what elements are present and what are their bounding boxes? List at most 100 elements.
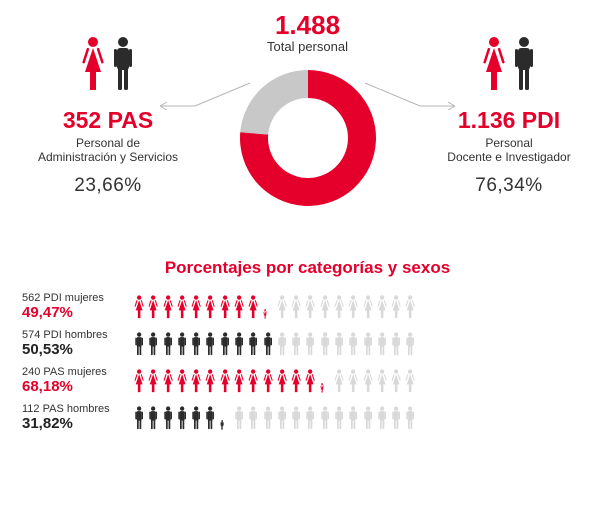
female-icon: [263, 295, 275, 319]
pictogram-row: 574 PDI hombres 50,53%: [22, 329, 593, 358]
male-icon: [114, 37, 132, 90]
female-icon: [234, 369, 246, 393]
total-value: 1.488: [267, 10, 348, 41]
female-icon: [234, 295, 246, 319]
female-icon: [291, 369, 303, 393]
male-icon: [348, 332, 360, 356]
male-icon: [134, 332, 146, 356]
male-icon: [334, 406, 346, 430]
male-icon: [363, 332, 375, 356]
male-icon: [348, 406, 360, 430]
female-icon: [391, 295, 403, 319]
male-icon: [205, 332, 217, 356]
male-icon: [263, 332, 275, 356]
row-icons: [134, 295, 418, 319]
male-icon: [163, 406, 175, 430]
pdi-desc: Personal Docente e Investigador: [419, 136, 599, 165]
female-icon: [320, 295, 332, 319]
female-icon: [377, 369, 389, 393]
female-icon: [263, 369, 275, 393]
male-icon: [291, 332, 303, 356]
female-icon: [305, 369, 317, 393]
row-count: 574 PDI hombres: [22, 329, 134, 341]
pdi-count: 1.136 PDI: [419, 107, 599, 134]
female-icon: [248, 295, 260, 319]
male-icon: [248, 406, 260, 430]
pas-block: 352 PAS Personal de Administración y Ser…: [18, 36, 198, 197]
pictogram-row: 112 PAS hombres 31,82%: [22, 403, 593, 432]
row-count: 112 PAS hombres: [22, 403, 134, 415]
female-icon: [191, 369, 203, 393]
row-pct: 50,53%: [22, 341, 134, 358]
pictogram-row: 240 PAS mujeres 68,18%: [22, 366, 593, 395]
row-label: 562 PDI mujeres 49,47%: [22, 292, 134, 321]
female-icon: [348, 369, 360, 393]
pas-desc: Personal de Administración y Servicios: [18, 136, 198, 165]
female-icon: [177, 295, 189, 319]
female-icon: [82, 37, 104, 90]
female-icon: [405, 369, 417, 393]
top-section: 1.488 Total personal 352 PAS Personal d: [0, 0, 615, 250]
pdi-pct: 76,34%: [419, 175, 599, 197]
male-icon: [220, 406, 232, 430]
female-icon: [363, 369, 375, 393]
female-icon: [405, 295, 417, 319]
male-icon: [515, 37, 533, 90]
male-icon: [220, 332, 232, 356]
male-icon: [377, 406, 389, 430]
male-icon: [234, 406, 246, 430]
male-icon: [148, 332, 160, 356]
male-icon: [148, 406, 160, 430]
female-icon: [334, 295, 346, 319]
donut-chart: [238, 68, 378, 208]
section-title: Porcentajes por categorías y sexos: [0, 258, 615, 278]
female-icon: [163, 369, 175, 393]
male-icon: [305, 406, 317, 430]
row-label: 574 PDI hombres 50,53%: [22, 329, 134, 358]
pdi-block: 1.136 PDI Personal Docente e Investigado…: [419, 36, 599, 197]
row-pct: 68,18%: [22, 378, 134, 395]
female-icon: [391, 369, 403, 393]
row-icons: [134, 369, 418, 393]
male-icon: [391, 406, 403, 430]
row-pct: 31,82%: [22, 415, 134, 432]
row-label: 240 PAS mujeres 68,18%: [22, 366, 134, 395]
male-icon: [134, 406, 146, 430]
female-icon: [305, 295, 317, 319]
male-icon: [177, 406, 189, 430]
male-icon: [334, 332, 346, 356]
male-icon: [277, 406, 289, 430]
female-icon: [134, 295, 146, 319]
female-icon: [220, 369, 232, 393]
pictogram-row: 562 PDI mujeres 49,47%: [22, 292, 593, 321]
female-icon: [377, 295, 389, 319]
female-icon: [320, 369, 332, 393]
total-block: 1.488 Total personal: [267, 10, 348, 54]
male-icon: [320, 332, 332, 356]
female-icon: [277, 295, 289, 319]
pas-count: 352 PAS: [18, 107, 198, 134]
female-icon: [334, 369, 346, 393]
male-icon: [263, 406, 275, 430]
male-icon: [234, 332, 246, 356]
male-icon: [391, 332, 403, 356]
female-icon: [277, 369, 289, 393]
female-icon: [205, 295, 217, 319]
row-count: 240 PAS mujeres: [22, 366, 134, 378]
male-icon: [191, 332, 203, 356]
row-pct: 49,47%: [22, 304, 134, 321]
row-count: 562 PDI mujeres: [22, 292, 134, 304]
pas-pct: 23,66%: [18, 175, 198, 197]
female-icon: [348, 295, 360, 319]
female-icon: [220, 295, 232, 319]
female-icon: [148, 369, 160, 393]
pictogram-rows: 562 PDI mujeres 49,47%: [0, 292, 615, 432]
female-icon: [191, 295, 203, 319]
pas-icons: [18, 36, 198, 97]
male-icon: [305, 332, 317, 356]
female-icon: [363, 295, 375, 319]
female-icon: [248, 369, 260, 393]
male-icon: [248, 332, 260, 356]
male-icon: [363, 406, 375, 430]
female-icon: [177, 369, 189, 393]
